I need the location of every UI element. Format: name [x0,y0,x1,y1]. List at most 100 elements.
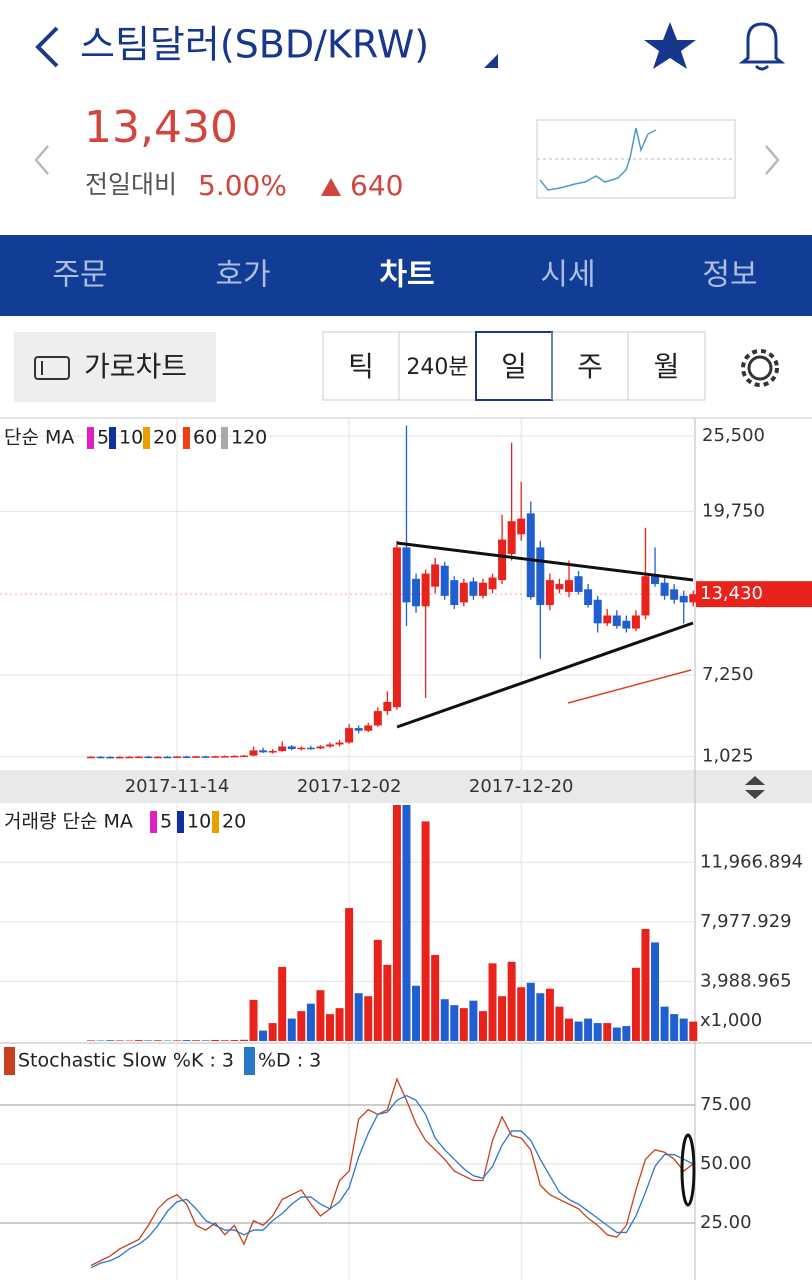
ma-legend-swatch [212,811,219,833]
volume-bar [593,1023,602,1041]
volume-bar [431,954,440,1041]
candle-body [134,756,143,759]
volume-bar [488,963,497,1041]
stochastic-tick-label: 75.00 [700,1094,752,1115]
volume-bar [230,1040,239,1041]
candle-body [259,750,268,753]
volume-bar [517,987,526,1041]
candle-body [125,756,134,759]
price-tick-label: 7,250 [702,664,754,685]
candle-body [459,582,468,603]
volume-bar [115,1040,124,1041]
candle-body [545,580,554,606]
volume-bar [478,1011,487,1041]
legend-swatch [244,1047,255,1075]
candle-body [192,756,201,758]
candle-body [211,756,220,758]
ma-legend-label: 5 [97,427,109,449]
period-button[interactable]: 틱 [348,350,374,383]
ma-legend-label: 10 [187,811,211,833]
volume-bar [651,942,660,1041]
volume-bar [584,1018,593,1041]
candle-body [402,547,411,603]
candle-body [651,576,660,585]
stochastic-line [90,1077,694,1267]
alarm-bell[interactable] [738,22,786,71]
coin-title[interactable]: 스팀달러(SBD/KRW) [80,23,429,67]
candle-body [239,755,248,758]
next-button[interactable] [765,145,780,175]
trendline-upper [396,541,694,582]
volume-unit: x1,000 [700,1010,762,1031]
volume-bar [574,1021,583,1041]
legend-label: %D : 3 [258,1050,321,1072]
candle-body [565,580,573,592]
ma-legend-title: 단순 MA [4,427,74,449]
volume-bar [631,967,640,1041]
period-button[interactable]: 일 [501,350,527,383]
candle-body [335,742,344,745]
settings-gear[interactable] [741,349,779,387]
candle-body [507,521,516,554]
candle-body [488,577,497,590]
candle-body [679,595,688,603]
volume-bar [201,1040,210,1041]
candle-body [412,578,421,607]
volume-bar [545,988,554,1041]
settings-icon[interactable] [747,355,773,381]
volume-bar [220,1040,229,1041]
candle-body [373,711,382,726]
period-button[interactable]: 월 [654,350,680,383]
tab[interactable]: 차트 [379,258,434,293]
volume-bar [526,982,535,1041]
period-button[interactable]: 240분 [406,355,468,380]
volume-bar [498,996,507,1041]
tab[interactable]: 주문 [52,258,107,293]
volume-bar [373,939,382,1041]
prev-button[interactable] [34,145,49,175]
volume-bar [287,1018,296,1041]
candle-body [469,581,478,596]
volume-bar [565,1018,573,1041]
favorite-star[interactable] [644,22,696,69]
candle-body [383,701,392,712]
legend-swatch [4,1047,15,1075]
tab[interactable]: 호가 [215,258,270,293]
volume-bar [507,961,516,1041]
change-rate: 5.00% [198,169,287,202]
volume-tick-label: 3,988.965 [700,970,792,991]
period-button[interactable]: 주 [577,350,603,383]
resize-handle[interactable] [745,776,765,799]
ma-legend-label: 10 [119,427,143,449]
volume-bar [660,1006,669,1041]
title-dropdown[interactable] [484,54,498,68]
tab[interactable]: 시세 [540,258,595,293]
candle-body [326,744,334,747]
landscape-button[interactable] [14,332,216,402]
candle-body [440,565,449,596]
volume-bar [622,1026,631,1041]
mini-chart-line [539,127,657,191]
candle-body [182,756,191,759]
tab[interactable]: 정보 [702,258,757,293]
ma-legend-label: 120 [231,427,267,449]
volume-bar [211,1039,220,1041]
landscape-label[interactable]: 가로차트 [84,350,187,383]
volume-bar [106,1040,115,1041]
volume-bar [173,1040,182,1041]
candle-body [96,756,105,759]
back-button[interactable] [35,26,59,68]
volume-bar [440,999,449,1041]
price-tick-label: 25,500 [702,425,765,446]
last-price-label: 13,430 [700,583,763,604]
stochastic-tick-label: 50.00 [700,1153,752,1174]
candle-body [450,580,459,606]
volume-bar [268,1023,277,1041]
volume-bar [421,821,430,1041]
volume-bar [306,1003,315,1041]
ma-legend-swatch [177,811,184,833]
ma-legend-label: 20 [222,811,246,833]
volume-bar [192,1040,201,1041]
volume-bar [459,1008,468,1041]
candle-body [631,615,640,629]
